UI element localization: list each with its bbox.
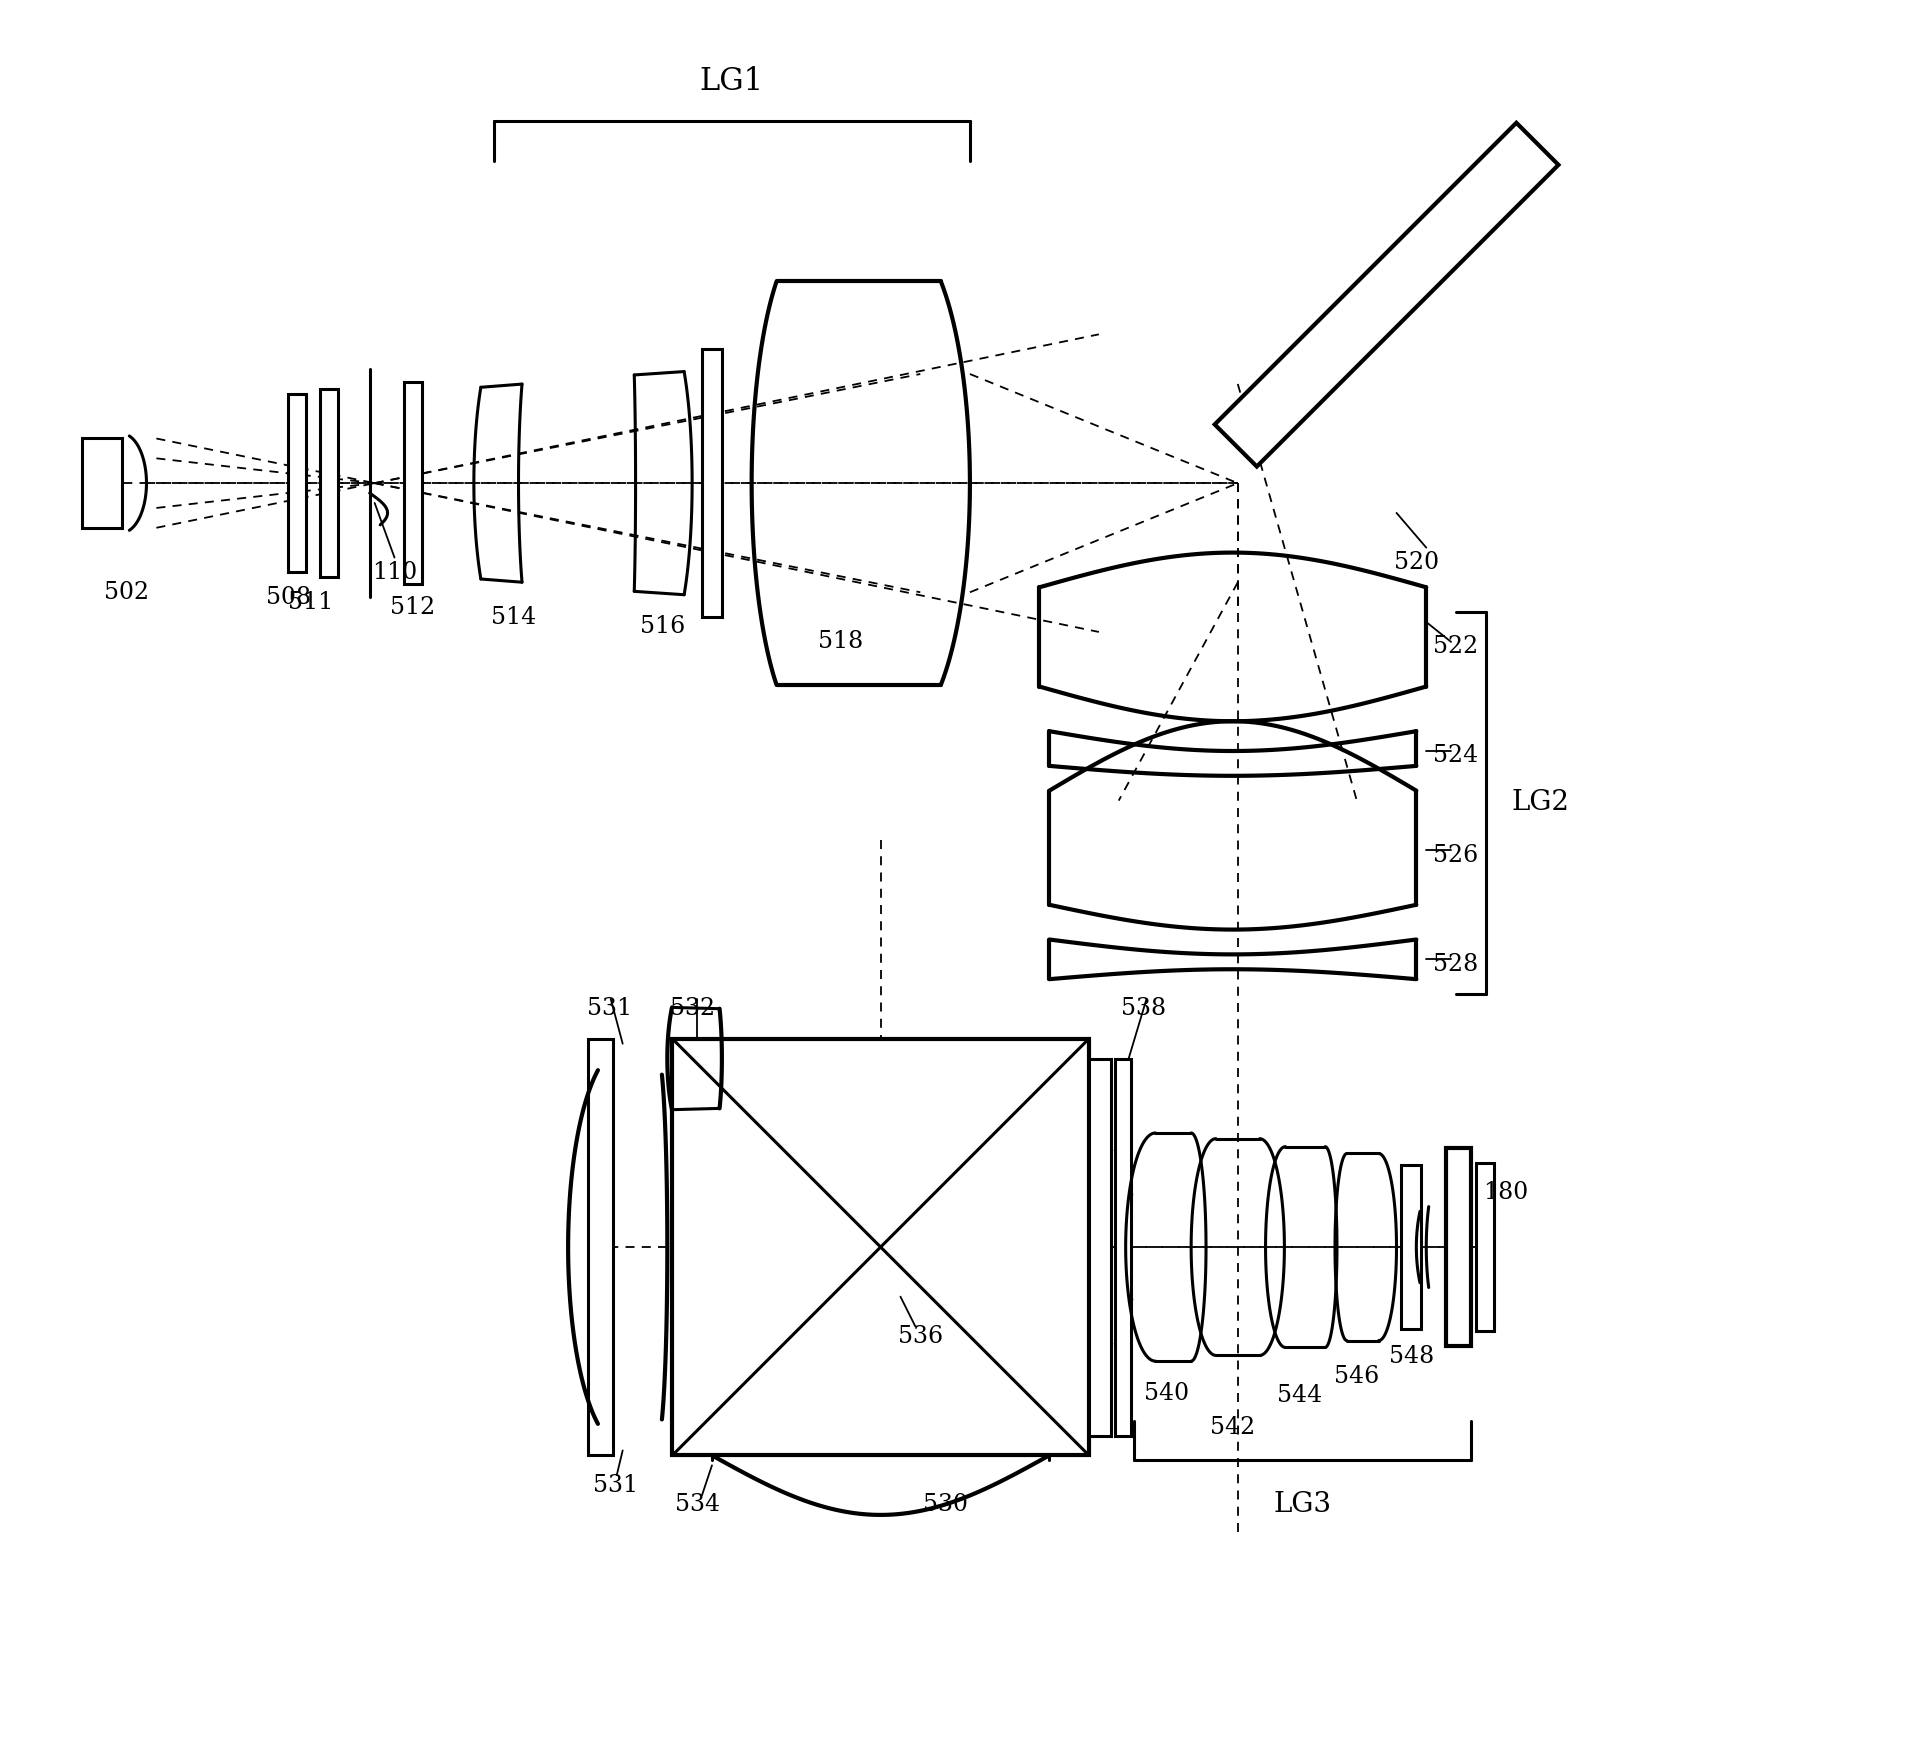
Bar (82, 438, 121, 528)
Bar (673, 1038, 1089, 1456)
Text: 532: 532 (669, 998, 715, 1021)
Text: 536: 536 (897, 1324, 943, 1347)
Text: 526: 526 (1434, 844, 1478, 866)
Text: 508: 508 (266, 586, 311, 609)
Bar (1476, 1163, 1493, 1331)
Text: 524: 524 (1434, 744, 1478, 768)
Bar (1116, 1059, 1131, 1435)
Text: LG2: LG2 (1511, 789, 1570, 816)
Bar (1401, 1165, 1420, 1330)
Text: 546: 546 (1334, 1365, 1380, 1387)
Bar (288, 395, 307, 572)
Bar (589, 1038, 613, 1456)
Text: 511: 511 (288, 591, 334, 614)
Text: LG1: LG1 (700, 67, 763, 96)
Text: 542: 542 (1210, 1415, 1256, 1438)
Text: 531: 531 (587, 998, 633, 1021)
Text: 530: 530 (922, 1493, 968, 1517)
Text: 180: 180 (1484, 1180, 1528, 1203)
Polygon shape (1215, 123, 1559, 467)
Text: 534: 534 (675, 1493, 719, 1517)
Bar (702, 349, 723, 617)
Text: 540: 540 (1144, 1382, 1189, 1405)
Text: LG3: LG3 (1273, 1491, 1330, 1519)
Bar (320, 389, 337, 577)
Text: 516: 516 (640, 616, 684, 638)
Text: 512: 512 (389, 596, 435, 619)
Text: 522: 522 (1434, 635, 1478, 658)
Text: 528: 528 (1434, 952, 1478, 975)
Text: 502: 502 (104, 581, 150, 603)
Text: 110: 110 (372, 561, 418, 584)
Text: 538: 538 (1121, 998, 1166, 1021)
Text: 548: 548 (1388, 1345, 1434, 1368)
Bar (404, 382, 422, 584)
Text: 531: 531 (592, 1473, 638, 1496)
Bar (1089, 1059, 1110, 1435)
Text: 518: 518 (819, 630, 863, 654)
Bar (1445, 1147, 1470, 1347)
Text: 514: 514 (491, 605, 537, 628)
Text: 544: 544 (1277, 1384, 1323, 1407)
Text: 520: 520 (1394, 551, 1440, 574)
